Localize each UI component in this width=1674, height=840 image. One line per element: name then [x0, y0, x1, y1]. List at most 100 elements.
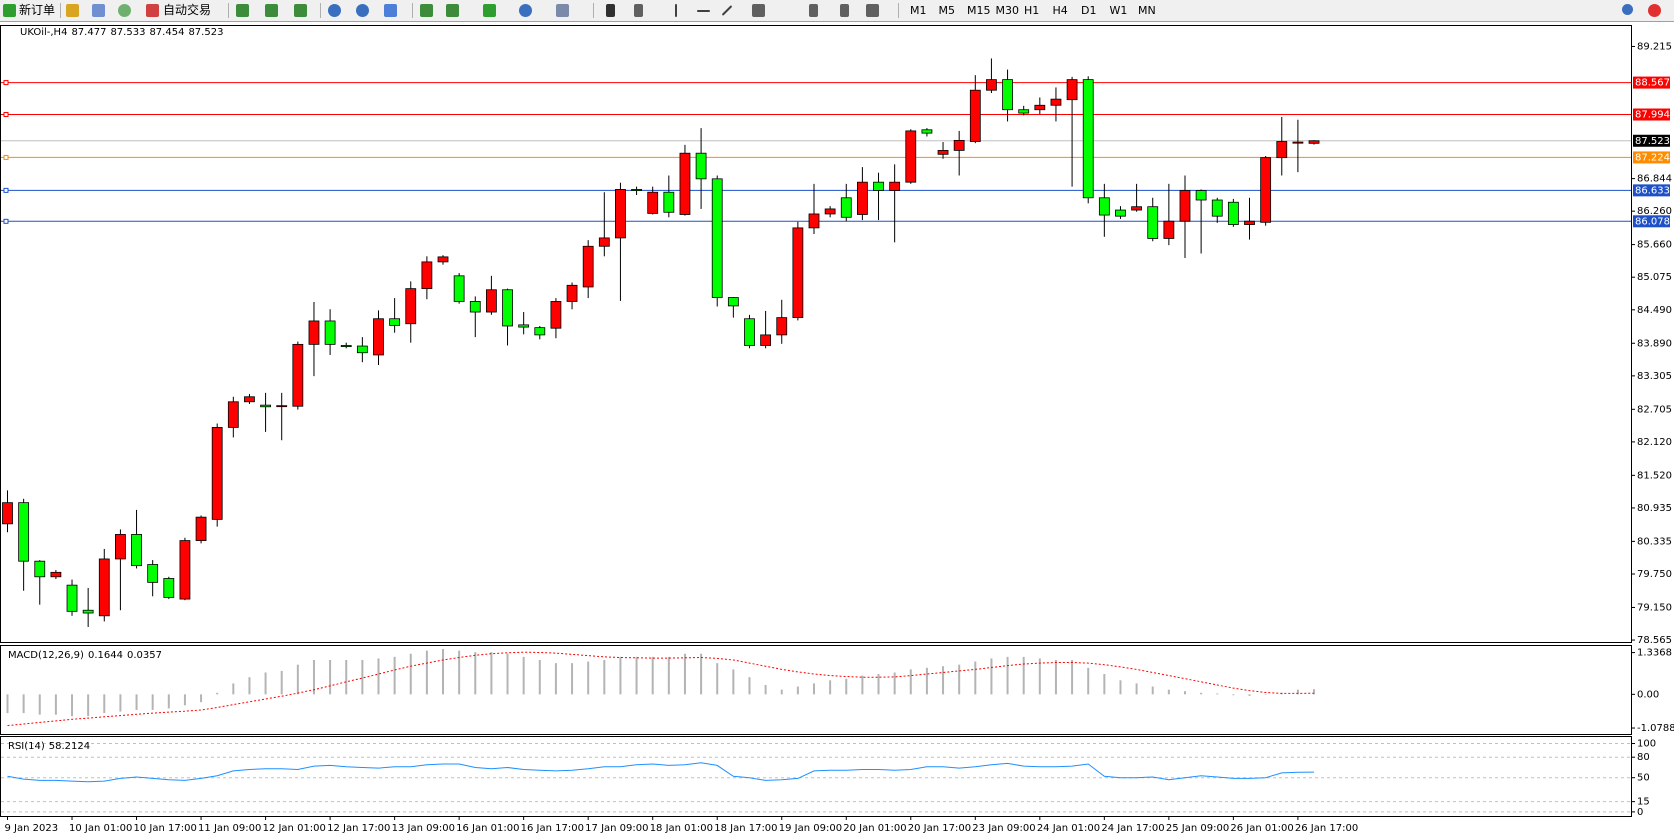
title-part: 87.477 [71, 27, 106, 38]
toolbar-icon[interactable] [118, 4, 131, 17]
timeframe-button[interactable]: W1 [1109, 4, 1128, 17]
candle-body [647, 191, 659, 214]
auto-trading-icon[interactable] [146, 4, 159, 17]
histogram-bar [700, 653, 703, 695]
level-label: 88.567 [1635, 78, 1670, 89]
candle-body [211, 427, 223, 520]
timeframe-button[interactable]: M1 [910, 4, 927, 17]
histogram-bar [764, 684, 767, 695]
candle-body [1098, 197, 1110, 216]
timeframe-button[interactable]: D1 [1081, 4, 1097, 17]
panel-data [7, 762, 1315, 783]
histogram-bar [974, 661, 977, 695]
candle-body [66, 584, 78, 612]
y-tick-label: 50 [1637, 773, 1650, 784]
histogram-bar [345, 659, 348, 695]
level-label: 87.224 [1635, 152, 1670, 163]
label-icon[interactable] [809, 4, 818, 17]
x-tick-label: 26 Jan 01:00 [1230, 823, 1293, 834]
y-tick-label: 86.844 [1637, 174, 1672, 185]
timeframe-button[interactable]: M5 [938, 4, 956, 17]
histogram-bar [990, 658, 993, 695]
chart-window: 89.215 86.844 86.260 85.660 85.075 84.490 83.8… [0, 25, 1674, 834]
y-tick-label: 89.215 [1637, 41, 1672, 52]
panel-frame [0, 736, 1632, 817]
vline-icon[interactable] [675, 4, 677, 17]
separator [898, 3, 899, 18]
y-tick-label: 0 [1637, 807, 1643, 818]
new-order-icon[interactable] [3, 4, 16, 17]
histogram-bar [183, 694, 186, 706]
indicators-icon[interactable] [483, 4, 496, 17]
candle-body [115, 534, 126, 560]
separator [593, 3, 594, 18]
notification-icon[interactable] [1648, 4, 1661, 17]
candle-body [921, 129, 933, 134]
level-marker [3, 187, 9, 193]
y-tick-label: 84.490 [1637, 305, 1672, 316]
histogram-bar [38, 694, 41, 715]
tile-icon[interactable] [384, 4, 397, 17]
histogram-bar [603, 659, 606, 695]
histogram-bar [458, 650, 461, 695]
candle-body [969, 89, 981, 142]
histogram-bar [1103, 674, 1106, 695]
zoom-out-icon[interactable] [356, 4, 369, 17]
cursor-icon[interactable] [606, 4, 615, 17]
level-marker [3, 80, 9, 86]
candle-body [195, 516, 207, 541]
histogram-bar [22, 694, 25, 714]
timeframe-button[interactable]: M30 [995, 4, 1020, 17]
histogram-bar [1232, 694, 1235, 696]
histogram-bar [877, 674, 880, 695]
channel-icon[interactable] [752, 4, 765, 17]
toolbar-icon[interactable] [420, 4, 433, 17]
histogram-bar [942, 666, 945, 695]
timeframe-button[interactable]: MN [1138, 4, 1156, 17]
candle-body [324, 320, 336, 345]
periods-icon[interactable] [519, 4, 532, 17]
level-label-box [1633, 108, 1670, 121]
level-marker [3, 218, 9, 224]
histogram-bar [829, 680, 832, 695]
timeframe-button[interactable]: M15 [967, 4, 991, 17]
candle-body [711, 178, 723, 298]
chart-title: UKOil-,H4 87.477 87.533 87.454 87.523 [20, 27, 223, 38]
hline-icon[interactable] [697, 10, 710, 12]
y-tick-label: 85.660 [1637, 240, 1672, 251]
toolbar-icon[interactable] [294, 4, 307, 17]
zoom-in-icon[interactable] [328, 4, 341, 17]
level-marker [3, 154, 9, 160]
text-icon[interactable] [840, 4, 849, 17]
arrows-icon[interactable] [866, 4, 879, 17]
candle-body [1195, 190, 1207, 201]
toolbar-icon[interactable] [446, 4, 459, 17]
search-icon[interactable] [1622, 4, 1633, 15]
title-part: 0.1644 [88, 650, 123, 661]
toolbar-icon[interactable] [265, 4, 278, 17]
auto-trading-button[interactable]: 自动交易 [163, 3, 212, 17]
crosshair-icon[interactable] [634, 4, 643, 17]
candle-body [453, 275, 465, 302]
histogram-bar [312, 659, 315, 695]
toolbar-icon[interactable] [66, 4, 79, 17]
separator [228, 3, 229, 18]
new-order-button[interactable]: 新订单 [19, 3, 56, 17]
candle-body [937, 150, 949, 155]
histogram-bar [1264, 694, 1267, 695]
timeframe-button[interactable]: H1 [1024, 4, 1040, 17]
histogram-bar [393, 656, 396, 695]
histogram-bar [554, 663, 557, 695]
trendline-icon[interactable] [721, 5, 733, 16]
histogram-bar [748, 677, 751, 695]
level-label: 86.078 [1635, 216, 1670, 227]
candle-body [340, 345, 352, 347]
level-label-box [1633, 215, 1670, 228]
bid-label-box [1633, 134, 1670, 147]
histogram-bar [780, 689, 783, 695]
templates-icon[interactable] [556, 4, 569, 17]
toolbar-icon[interactable] [92, 4, 105, 17]
toolbar-icon[interactable] [236, 4, 249, 17]
x-tick-label: 26 Jan 17:00 [1295, 823, 1358, 834]
timeframe-button[interactable]: H4 [1052, 4, 1068, 17]
